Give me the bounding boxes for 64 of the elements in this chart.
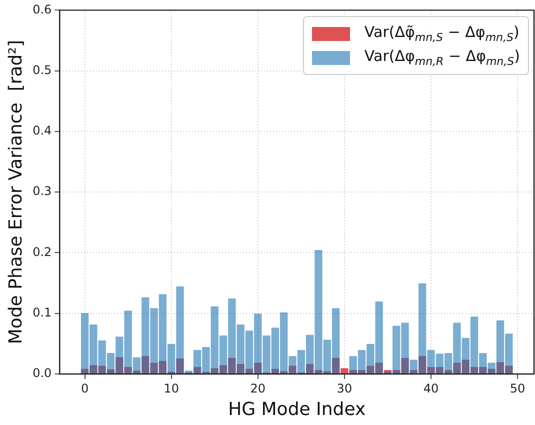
bar (176, 286, 184, 374)
bar (124, 310, 132, 374)
bar (470, 316, 478, 374)
bar (288, 356, 296, 374)
bar (262, 335, 270, 374)
bar (375, 302, 383, 374)
bar (392, 326, 400, 374)
bar (358, 350, 366, 374)
bar (418, 283, 426, 374)
x-tick-label: 40 (423, 381, 439, 396)
x-tick-label: 10 (164, 381, 179, 396)
bar (150, 308, 158, 374)
x-tick-label: 30 (336, 381, 352, 396)
bar (349, 356, 357, 374)
bar (193, 350, 202, 374)
bar (444, 353, 452, 374)
y-tick-label: 0.6 (32, 2, 52, 16)
bar (142, 297, 150, 374)
y-tick-label: 0.1 (32, 305, 52, 320)
bar (280, 312, 288, 374)
bar (236, 324, 244, 374)
bar (271, 328, 280, 374)
x-tick-label: 0 (80, 381, 89, 396)
bar (168, 344, 176, 374)
y-tick-label: 0.2 (32, 244, 52, 259)
y-tick-label: 0.5 (32, 62, 52, 77)
bar (323, 340, 331, 374)
bar (332, 308, 340, 374)
bar (479, 353, 487, 374)
legend-label: Var(Δφ̃$_{mn,S}$ − Δφ$_{mn,S}$) (364, 23, 520, 44)
y-tick-label: 0.0 (32, 366, 52, 380)
bar (496, 320, 504, 374)
bar (297, 350, 305, 374)
y-tick-label: 0.4 (32, 124, 52, 138)
bar (254, 314, 262, 374)
bar (90, 324, 98, 374)
bar (98, 340, 106, 374)
bar (366, 344, 374, 374)
legend-label: Var(Δφ$_{mn,R}$ − Δφ$_{mn,S}$) (364, 47, 520, 68)
bar (106, 353, 115, 374)
bar (210, 306, 218, 374)
bar (132, 357, 141, 374)
bar (158, 294, 167, 374)
bar (427, 350, 435, 374)
bar (410, 360, 418, 374)
bar (314, 250, 322, 374)
y-tick-label: 0.3 (32, 184, 52, 198)
bar (228, 298, 236, 374)
bar (306, 334, 314, 374)
x-tick-label: 20 (250, 381, 266, 396)
bar (219, 335, 228, 374)
bar (245, 330, 254, 374)
bar (505, 334, 513, 374)
bar (488, 362, 496, 374)
bar (453, 322, 461, 374)
bar (436, 354, 444, 374)
bar (80, 313, 89, 374)
x-axis-title: HG Mode Index (228, 398, 366, 420)
bar (202, 346, 210, 374)
bar (401, 322, 409, 374)
x-tick-label: 50 (510, 381, 526, 396)
bar (116, 336, 124, 374)
bar (462, 338, 470, 374)
y-axis-title: Mode Phase Error Variance [rad²] (5, 40, 26, 344)
